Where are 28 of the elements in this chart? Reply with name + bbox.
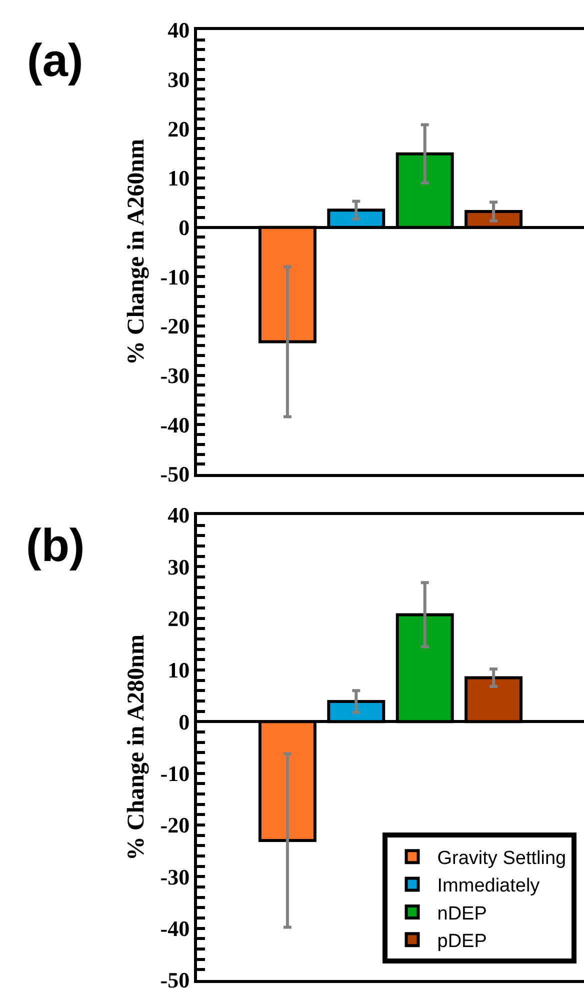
y-tick-label: 30 bbox=[168, 554, 190, 580]
chart-title: (b) bbox=[26, 519, 85, 571]
y-tick-label: -40 bbox=[160, 916, 190, 942]
y-tick-label: -10 bbox=[160, 761, 190, 786]
legend-label: Gravity Settling bbox=[437, 848, 566, 869]
y-axis-title: % Change in A280nm bbox=[123, 634, 150, 861]
y-tick-label: 30 bbox=[168, 67, 190, 92]
chart-title: (a) bbox=[27, 34, 84, 86]
legend-label: pDEP bbox=[437, 931, 487, 952]
y-tick-label: 10 bbox=[168, 166, 190, 191]
legend-label: Immediately bbox=[437, 876, 540, 897]
y-tick-label: 10 bbox=[168, 658, 190, 683]
y-tick-label: -30 bbox=[160, 864, 190, 890]
y-tick-label: -50 bbox=[160, 462, 190, 487]
y-tick-label: -30 bbox=[160, 363, 190, 388]
y-tick-label: 0 bbox=[178, 709, 190, 734]
y-tick-label: 40 bbox=[168, 502, 190, 528]
y-tick-label: -50 bbox=[160, 968, 190, 993]
y-axis-title: % Change in A260nm bbox=[123, 138, 150, 366]
y-tick-label: 0 bbox=[178, 215, 190, 240]
legend-label: nDEP bbox=[437, 903, 487, 924]
y-tick-label: -40 bbox=[160, 412, 190, 438]
y-tick-label: -20 bbox=[160, 314, 190, 339]
y-tick-label: -10 bbox=[160, 264, 190, 290]
y-tick-label: 40 bbox=[168, 18, 190, 43]
y-tick-label: 20 bbox=[168, 606, 190, 632]
y-tick-label: -20 bbox=[160, 812, 190, 838]
y-tick-label: 20 bbox=[168, 116, 190, 142]
